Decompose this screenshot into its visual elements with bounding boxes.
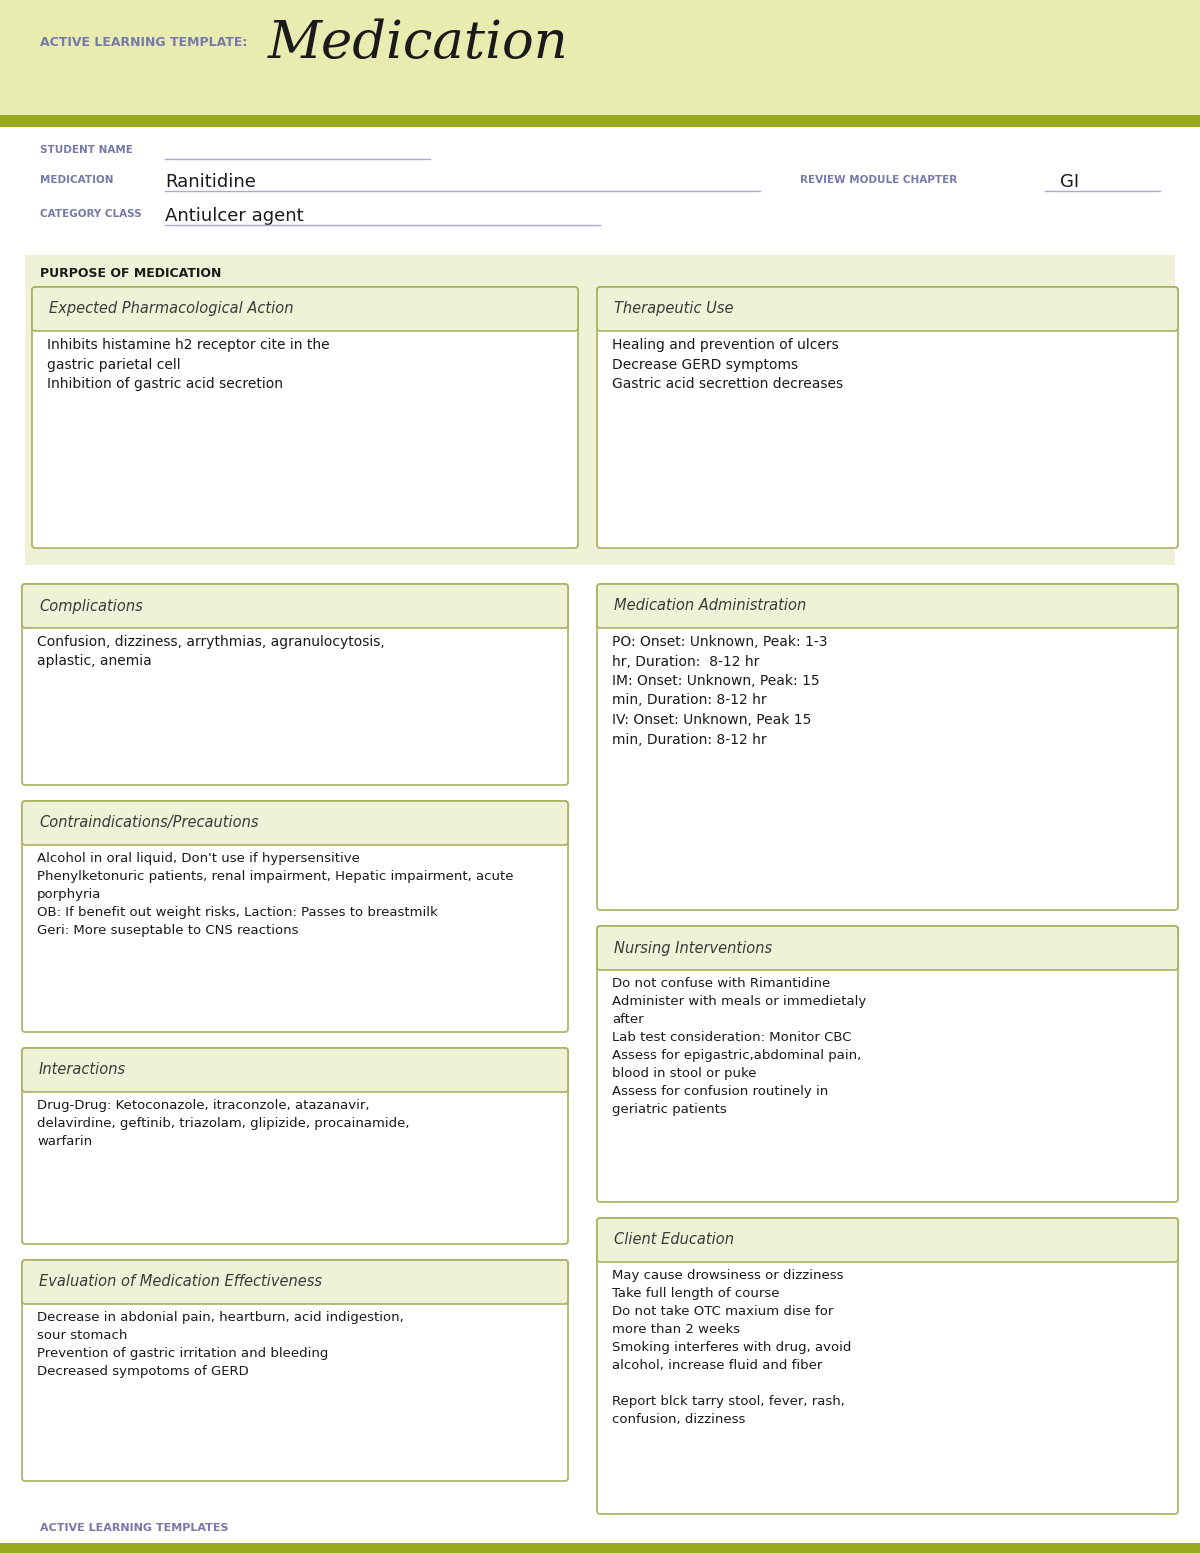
Text: ACTIVE LEARNING TEMPLATE:: ACTIVE LEARNING TEMPLATE:: [40, 36, 247, 48]
FancyBboxPatch shape: [25, 1070, 565, 1089]
FancyBboxPatch shape: [22, 584, 568, 627]
FancyBboxPatch shape: [0, 0, 1200, 115]
FancyBboxPatch shape: [22, 1048, 568, 1092]
FancyBboxPatch shape: [598, 287, 1178, 331]
FancyBboxPatch shape: [25, 255, 1175, 565]
FancyBboxPatch shape: [22, 1259, 568, 1482]
Text: CATEGORY CLASS: CATEGORY CLASS: [40, 210, 142, 219]
Text: GI: GI: [1060, 172, 1079, 191]
Text: Client Education: Client Education: [614, 1233, 734, 1247]
Text: Complications: Complications: [38, 598, 143, 613]
FancyBboxPatch shape: [22, 1259, 568, 1305]
Text: Evaluation of Medication Effectiveness: Evaluation of Medication Effectiveness: [38, 1275, 322, 1289]
FancyBboxPatch shape: [600, 309, 1175, 328]
Text: Healing and prevention of ulcers
Decrease GERD symptoms
Gastric acid secrettion : Healing and prevention of ulcers Decreas…: [612, 339, 844, 391]
Text: PURPOSE OF MEDICATION: PURPOSE OF MEDICATION: [40, 267, 221, 280]
FancyBboxPatch shape: [32, 287, 578, 548]
Text: ACTIVE LEARNING TEMPLATES: ACTIVE LEARNING TEMPLATES: [40, 1523, 228, 1533]
Text: Do not confuse with Rimantidine
Administer with meals or immedietaly
after
Lab t: Do not confuse with Rimantidine Administ…: [612, 977, 866, 1117]
FancyBboxPatch shape: [25, 823, 565, 842]
Text: May cause drowsiness or dizziness
Take full length of course
Do not take OTC max: May cause drowsiness or dizziness Take f…: [612, 1269, 851, 1426]
FancyBboxPatch shape: [0, 1544, 1200, 1553]
FancyBboxPatch shape: [25, 606, 565, 624]
FancyBboxPatch shape: [598, 1218, 1178, 1263]
FancyBboxPatch shape: [35, 309, 575, 328]
Text: Medication Administration: Medication Administration: [614, 598, 806, 613]
FancyBboxPatch shape: [600, 947, 1175, 968]
FancyBboxPatch shape: [0, 115, 1200, 127]
Text: Confusion, dizziness, arrythmias, agranulocytosis,
aplastic, anemia: Confusion, dizziness, arrythmias, agranu…: [37, 635, 385, 668]
Text: Nursing Interventions: Nursing Interventions: [614, 941, 772, 955]
Text: Antiulcer agent: Antiulcer agent: [166, 207, 304, 225]
Text: Drug-Drug: Ketoconazole, itraconzole, atazanavir,
delavirdine, geftinib, triazol: Drug-Drug: Ketoconazole, itraconzole, at…: [37, 1100, 409, 1148]
Text: MEDICATION: MEDICATION: [40, 175, 114, 185]
FancyBboxPatch shape: [22, 801, 568, 845]
FancyBboxPatch shape: [598, 1218, 1178, 1514]
Text: Therapeutic Use: Therapeutic Use: [614, 301, 733, 317]
Text: Decrease in abdonial pain, heartburn, acid indigestion,
sour stomach
Prevention : Decrease in abdonial pain, heartburn, ac…: [37, 1311, 403, 1378]
FancyBboxPatch shape: [22, 584, 568, 784]
FancyBboxPatch shape: [600, 606, 1175, 624]
Text: Expected Pharmacological Action: Expected Pharmacological Action: [49, 301, 294, 317]
FancyBboxPatch shape: [22, 801, 568, 1033]
FancyBboxPatch shape: [0, 1516, 1200, 1553]
Text: REVIEW MODULE CHAPTER: REVIEW MODULE CHAPTER: [800, 175, 958, 185]
Text: Medication: Medication: [268, 19, 569, 68]
FancyBboxPatch shape: [598, 287, 1178, 548]
FancyBboxPatch shape: [598, 926, 1178, 971]
Text: Ranitidine: Ranitidine: [166, 172, 256, 191]
Text: Alcohol in oral liquid, Don't use if hypersensitive
Phenylketonuric patients, re: Alcohol in oral liquid, Don't use if hyp…: [37, 853, 514, 936]
Text: Inhibits histamine h2 receptor cite in the
gastric parietal cell
Inhibition of g: Inhibits histamine h2 receptor cite in t…: [47, 339, 330, 391]
FancyBboxPatch shape: [25, 1281, 565, 1301]
FancyBboxPatch shape: [0, 127, 1200, 255]
FancyBboxPatch shape: [32, 287, 578, 331]
FancyBboxPatch shape: [598, 584, 1178, 910]
FancyBboxPatch shape: [600, 1239, 1175, 1259]
Text: STUDENT NAME: STUDENT NAME: [40, 144, 133, 155]
FancyBboxPatch shape: [598, 584, 1178, 627]
FancyBboxPatch shape: [598, 926, 1178, 1202]
Text: Contraindications/Precautions: Contraindications/Precautions: [38, 815, 258, 831]
FancyBboxPatch shape: [22, 1048, 568, 1244]
Text: Interactions: Interactions: [38, 1062, 126, 1078]
Text: PO: Onset: Unknown, Peak: 1-3
hr, Duration:  8-12 hr
IM: Onset: Unknown, Peak: 1: PO: Onset: Unknown, Peak: 1-3 hr, Durati…: [612, 635, 828, 747]
